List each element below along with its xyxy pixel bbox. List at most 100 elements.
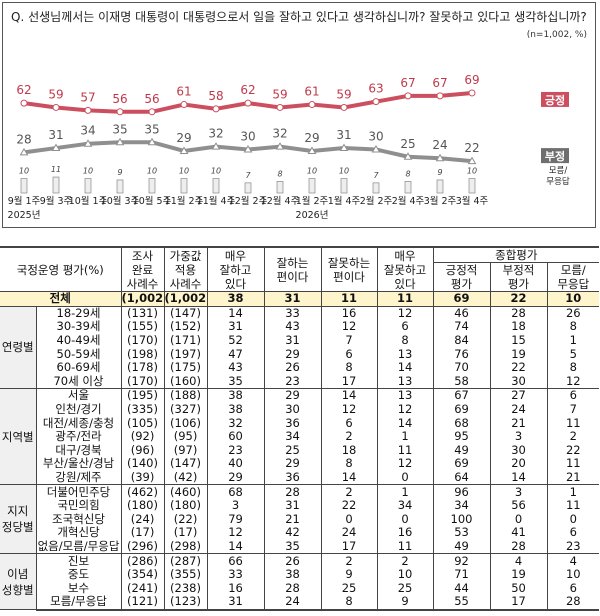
question-text: Q. 선생님께서는 이재명 대통령이 대통령으로서 일을 잘하고 있다고 생각하… <box>11 10 587 24</box>
table-cell: 18 <box>320 443 378 458</box>
negative-label: 34 <box>80 124 95 138</box>
table-cell: 20 <box>489 457 548 471</box>
table-cell: (298) <box>163 539 208 555</box>
table-cell: 32 <box>206 416 265 430</box>
table-cell: 29 <box>263 388 322 403</box>
table-cell: (17) <box>120 526 165 540</box>
positive-point <box>276 103 284 111</box>
table-cell: (335) <box>120 402 165 417</box>
table-cell: 16 <box>376 526 434 540</box>
x-tick-label: 11월 2주 <box>165 195 204 207</box>
table-cell: 23 <box>263 374 322 390</box>
positive-label: 63 <box>368 82 383 96</box>
table-cell: 38 <box>263 567 322 582</box>
table-cell: 100 <box>432 512 491 527</box>
table-cell: 96 <box>432 484 491 499</box>
table-cell: (188) <box>163 388 208 403</box>
negative-label: 29 <box>304 131 319 145</box>
table-cell: 0 <box>376 470 434 486</box>
dont-know-label: 11 <box>51 165 61 174</box>
x-tick-label: 3월 2주 <box>424 195 457 207</box>
negative-label: 31 <box>48 128 63 142</box>
table-row: 부산/울산/경남 (140) (147) 40 29 8 12 69 20 11 <box>0 457 600 471</box>
negative-point <box>307 146 317 154</box>
positive-label: 69 <box>464 73 479 87</box>
table-row: 광주/전라 (92) (95) 60 34 2 1 95 3 2 <box>0 429 600 444</box>
row-label: 60-69세 <box>35 360 122 375</box>
table-cell: 6 <box>320 416 378 430</box>
table-cell: 14 <box>376 360 434 375</box>
table-cell: 6 <box>546 526 600 540</box>
legend-positive: 긍정 <box>545 93 565 107</box>
table-cell: 38 <box>206 291 265 307</box>
positive-label: 59 <box>48 87 63 101</box>
dont-know-bar <box>340 178 348 194</box>
table-cell: 52 <box>206 333 265 348</box>
negative-label: 35 <box>144 122 159 136</box>
table-cell: (106) <box>163 416 208 430</box>
positive-label: 61 <box>176 85 191 99</box>
table-cell: 35 <box>263 539 322 555</box>
legend-positive-box <box>541 91 569 107</box>
table-cell: 74 <box>432 320 491 334</box>
negative-label: 30 <box>240 130 255 144</box>
column-header: 매우 잘하고 있다 <box>206 246 265 292</box>
table-cell: 28 <box>263 484 322 499</box>
table-cell: 49 <box>432 539 491 555</box>
row-label: 중도 <box>35 567 122 582</box>
table-cell: 12 <box>376 306 434 321</box>
row-label: 더불어민주당 <box>35 484 122 499</box>
table-cell: (121) <box>120 595 165 611</box>
negative-point <box>83 139 93 147</box>
table-cell: 3 <box>489 429 548 444</box>
table-cell: 0 <box>546 512 600 527</box>
table-cell: 49 <box>432 443 491 458</box>
table-cell: (152) <box>163 320 208 334</box>
negative-point <box>371 145 381 153</box>
dont-know-label: 10 <box>467 167 477 176</box>
table-cell: 43 <box>206 360 265 375</box>
chart-panel: Q. 선생님께서는 이재명 대통령이 대통령으로서 일을 잘하고 있다고 생각하… <box>2 2 596 228</box>
table-cell: 0 <box>376 512 434 527</box>
table-cell: 2 <box>320 553 378 568</box>
table-cell: (22) <box>163 512 208 527</box>
trend-chart: 10 11 10 9 10 10 10 7 8 10 10 7 8 9 10 62 59 57 56 56 61 58 62… <box>8 73 570 221</box>
row-label: 없음/모름/무응답 <box>35 539 122 555</box>
table-row: 없음/모름/무응답 (296) (298) 14 35 17 11 49 28 23 <box>0 539 600 555</box>
table-cell: 79 <box>206 512 265 527</box>
table-cell: (195) <box>120 388 165 403</box>
dont-know-label: 10 <box>147 167 157 176</box>
table-cell: (17) <box>163 526 208 540</box>
table-cell: 5 <box>546 347 600 361</box>
dont-know-label: 9 <box>437 168 442 177</box>
row-label: 조국혁신당 <box>35 512 122 527</box>
table-cell: 12 <box>376 402 434 417</box>
table-cell: 47 <box>206 347 265 361</box>
table-cell: 6 <box>320 347 378 361</box>
table-cell: 12 <box>320 402 378 417</box>
table-row: 지지 정당별 더불어민주당 (462) (460) 68 28 2 1 96 3 1 <box>0 484 600 555</box>
table-cell: (147) <box>163 306 208 321</box>
table-cell: 30 <box>263 402 322 417</box>
table-cell: 4 <box>489 553 548 568</box>
table-cell: 14 <box>320 470 378 486</box>
table-row: 60-69세 (178) (175) 43 26 8 14 70 22 8 <box>0 360 600 375</box>
negative-label: 30 <box>368 130 383 144</box>
results-table: 국정운영 평가(%) 조사 완료 사례수 가중값 적용 사례수 매우 잘하고 있다 잘하는 편이다 잘못… <box>0 246 600 611</box>
dont-know-label: 8 <box>277 169 282 178</box>
table-cell: 22 <box>320 498 378 513</box>
table-cell: 95 <box>432 429 491 444</box>
table-cell: 3 <box>489 484 548 499</box>
legend-dont-know-2: 무응답 <box>546 176 570 187</box>
table-cell: (42) <box>163 470 208 486</box>
table-cell: (460) <box>163 484 208 499</box>
table-cell: 69 <box>432 291 491 307</box>
table-cell: 53 <box>432 526 491 540</box>
table-cell: 30 <box>489 443 548 458</box>
negative-label: 22 <box>464 141 479 155</box>
row-label: 70세 이상 <box>35 374 122 390</box>
table-cell: 16 <box>320 306 378 321</box>
table-cell: 55 <box>432 595 491 611</box>
table-row: 지역별 서울 (195) (188) 38 29 14 13 67 27 6 <box>0 388 600 486</box>
table-cell: 17 <box>320 374 378 390</box>
